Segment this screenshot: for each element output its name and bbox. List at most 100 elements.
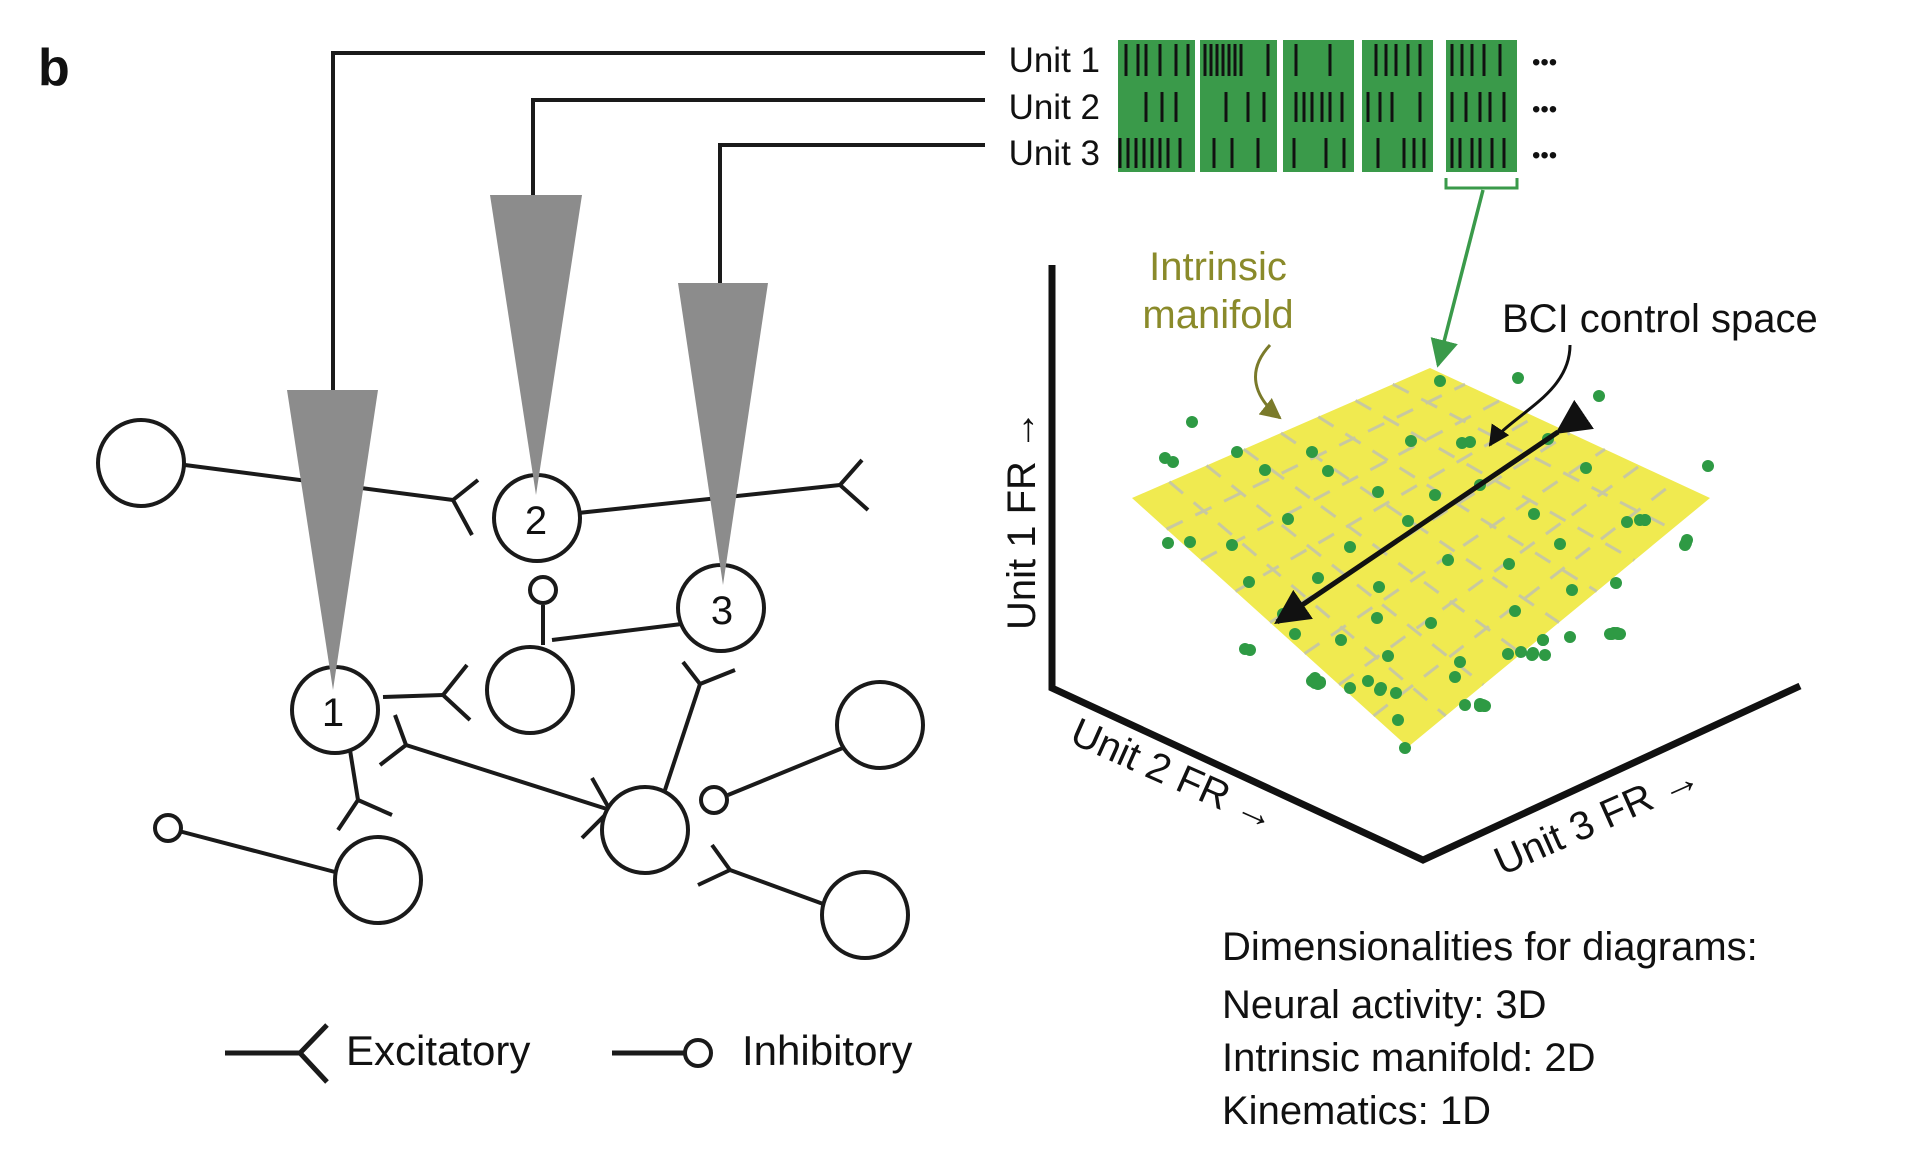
- legend: Excitatory Inhibitory: [225, 1023, 912, 1084]
- dimensionalities: Dimensionalities for diagrams: Neural ac…: [1222, 925, 1758, 1133]
- activity-point: [1243, 576, 1255, 588]
- wire-unit1: [331, 51, 985, 390]
- activity-point: [1231, 446, 1243, 458]
- activity-point: [1362, 675, 1374, 687]
- activity-point: [1259, 464, 1271, 476]
- wire-unit3: [718, 143, 985, 285]
- activity-point: [1459, 699, 1471, 711]
- unit-label-2: Unit 2: [1009, 88, 1100, 127]
- axes: [1048, 265, 1802, 864]
- activity-point: [1282, 513, 1294, 525]
- activity-point: [1429, 489, 1441, 501]
- activity-point: [1608, 627, 1620, 639]
- bci-control-space-arrow: [1274, 399, 1594, 625]
- activity-point: [1405, 435, 1417, 447]
- neurons: [96, 418, 925, 960]
- electrode-unit3: [678, 283, 768, 585]
- activity-point: [1515, 646, 1527, 658]
- activity-point: [1244, 644, 1256, 656]
- legend-inhibitory-label: Inhibitory: [742, 1027, 912, 1074]
- state-space-plot: Unit 1 FR → Unit 2 FR → Unit 3 FR → Intr…: [1000, 245, 1818, 884]
- y-axis-label: Unit 1 FR →: [1000, 410, 1044, 630]
- activity-point: [1702, 460, 1714, 472]
- activity-point: [1554, 538, 1566, 550]
- bci-control-space-label: BCI control space: [1502, 297, 1818, 341]
- activity-point: [1167, 456, 1179, 468]
- activity-point: [1528, 508, 1540, 520]
- activity-point: [1162, 537, 1174, 549]
- neuron: [600, 785, 690, 875]
- activity-point: [1580, 462, 1592, 474]
- activity-point: [1335, 634, 1347, 646]
- activity-point: [1226, 539, 1238, 551]
- z-axis-label: Unit 3 FR →: [1488, 755, 1707, 885]
- activity-point: [1402, 515, 1414, 527]
- bin-to-point-arrow: [1430, 189, 1485, 368]
- spike-rasters: Unit 1 Unit 2 Unit 3 ••• ••• •••: [1009, 40, 1557, 368]
- activity-point: [1374, 684, 1386, 696]
- activity-point: [1372, 486, 1384, 498]
- activity-point: [1566, 584, 1578, 596]
- network-diagram: [174, 51, 985, 907]
- activity-point: [1390, 687, 1402, 699]
- neuron: [820, 870, 910, 960]
- synapse-excitatory: [336, 798, 393, 832]
- activity-point: [1454, 656, 1466, 668]
- activity-point: [1382, 650, 1394, 662]
- raster-spikes: [1118, 44, 1506, 168]
- activity-point: [1322, 465, 1334, 477]
- synapse-excitatory: [378, 714, 408, 767]
- activity-point: [1425, 617, 1437, 629]
- x-axis-label: Unit 2 FR →: [1064, 710, 1283, 840]
- raster-blocks: [1118, 40, 1517, 172]
- ellipsis-unit1: •••: [1532, 49, 1557, 76]
- activity-point: [1392, 714, 1404, 726]
- manifold-label-line1: Intrinsic: [1149, 245, 1287, 289]
- legend-excitatory-symbol: [225, 1023, 329, 1084]
- activity-point: [1289, 628, 1301, 640]
- activity-point: [1680, 537, 1692, 549]
- activity-point: [1184, 536, 1196, 548]
- ellipsis-unit3: •••: [1532, 142, 1557, 169]
- activity-point: [1312, 572, 1324, 584]
- synapse-excitatory: [838, 458, 870, 512]
- activity-point: [1509, 605, 1521, 617]
- synapse-excitatory: [441, 663, 472, 722]
- wire-unit2: [531, 98, 985, 195]
- neuron-number-2: 2: [525, 499, 547, 543]
- manifold-grid-line: [1168, 480, 1447, 718]
- intrinsic-manifold-plane: [1132, 368, 1710, 747]
- activity-point: [1610, 577, 1622, 589]
- activity-point: [1186, 416, 1198, 428]
- electrodes: [287, 195, 768, 690]
- synapse-excitatory: [681, 660, 736, 686]
- neuron: [835, 680, 925, 770]
- activity-point: [1371, 612, 1383, 624]
- activity-point: [1477, 699, 1489, 711]
- panel-label: b: [38, 39, 70, 97]
- activity-point: [1593, 390, 1605, 402]
- dimensionality-item: Neural activity: 3D: [1222, 983, 1547, 1027]
- electrode-unit1: [287, 390, 378, 690]
- unit-label-3: Unit 3: [1009, 134, 1100, 173]
- activity-point: [1399, 742, 1411, 754]
- activity-point: [1434, 375, 1446, 387]
- activity-point: [1344, 541, 1356, 553]
- activity-point: [1512, 372, 1524, 384]
- neuron: [333, 835, 423, 925]
- ellipsis-unit2: •••: [1532, 96, 1557, 123]
- activity-point: [1503, 558, 1515, 570]
- electrode-unit2: [490, 195, 582, 495]
- unit-label-1: Unit 1: [1009, 41, 1100, 80]
- activity-point: [1464, 436, 1476, 448]
- neuron-number-3: 3: [711, 589, 733, 633]
- manifold-label-line2: manifold: [1142, 293, 1293, 337]
- manifold-grid-line: [1392, 382, 1673, 531]
- activity-point: [1344, 682, 1356, 694]
- inhibitory-terminals: [153, 575, 729, 843]
- activity-point: [1564, 631, 1576, 643]
- activity-point: [1373, 581, 1385, 593]
- dimensionality-item: Kinematics: 1D: [1222, 1089, 1491, 1133]
- manifold-label-arrow: [1254, 343, 1282, 420]
